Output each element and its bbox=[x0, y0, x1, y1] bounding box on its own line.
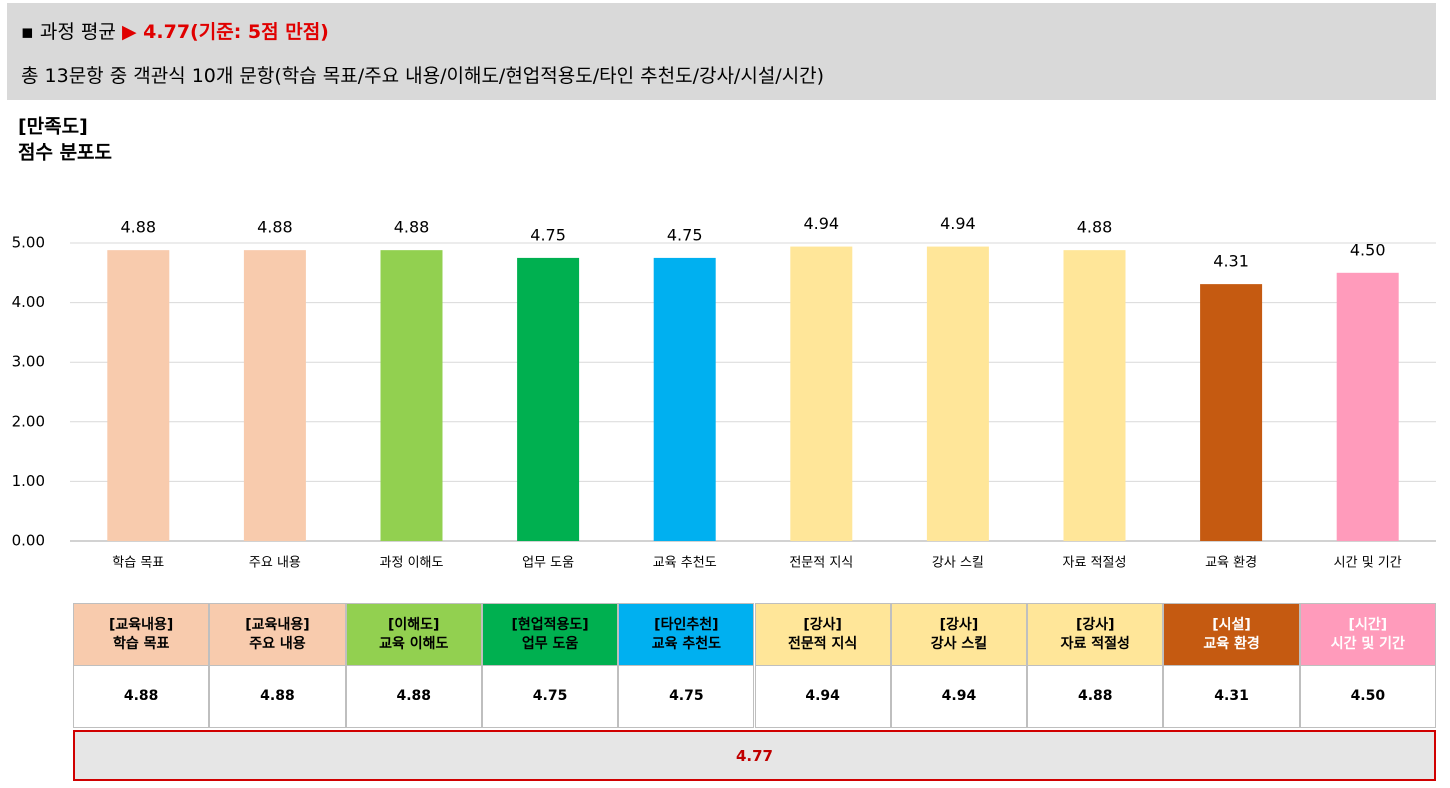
header: ▪ 과정 평균 ▶ 4.77(기준: 5점 만점) 총 13문항 중 객관식 1… bbox=[7, 3, 1436, 100]
table-score-cell: 4.75 bbox=[481, 665, 619, 728]
bar bbox=[243, 250, 306, 542]
bar bbox=[653, 257, 716, 541]
header-line: ▪ 과정 평균 ▶ 4.77(기준: 5점 만점) bbox=[21, 21, 329, 43]
header-group: [시간] bbox=[1348, 616, 1388, 633]
header-group: [현업적용도] bbox=[511, 616, 589, 633]
bar bbox=[107, 250, 170, 542]
table-header-cell: [교육내용] 주요 내용 bbox=[209, 603, 346, 666]
value-label: 4.88 bbox=[1077, 218, 1113, 237]
y-tick-label: 5.00 bbox=[12, 234, 45, 252]
value-label: 4.31 bbox=[1213, 252, 1249, 271]
table-score-cell: 4.75 bbox=[618, 665, 755, 728]
header-group: [이해도] bbox=[388, 616, 440, 633]
bar bbox=[926, 246, 989, 542]
table-score-cell: 4.94 bbox=[890, 665, 1028, 728]
bar bbox=[1200, 284, 1263, 541]
header-group: [강사] bbox=[803, 616, 842, 633]
value-label: 4.94 bbox=[803, 214, 839, 233]
table-score-cell: 4.31 bbox=[1163, 665, 1300, 728]
header-name: 전문적 지식 bbox=[788, 635, 858, 652]
table-header-cell: [강사] 자료 적절성 bbox=[1027, 603, 1164, 666]
value-label: 4.94 bbox=[940, 214, 976, 233]
header-name: 교육 추천도 bbox=[651, 635, 721, 652]
x-tick-label: 강사 스킬 bbox=[932, 556, 984, 571]
chart: [만족도] 점수 분포도 0.00 1.00 2.00 3.00 4.00 5.00 학습 … bbox=[12, 116, 1436, 571]
chart-title: [만족도] bbox=[18, 116, 88, 138]
y-tick-label: 0.00 bbox=[12, 532, 45, 550]
header-name: 업무 도움 bbox=[521, 635, 579, 652]
bar bbox=[517, 257, 580, 541]
y-tick-label: 2.00 bbox=[12, 412, 45, 430]
x-tick-label: 과정 이해도 bbox=[380, 556, 444, 571]
x-tick-label: 교육 추천도 bbox=[653, 556, 717, 571]
header-name: 주요 내용 bbox=[249, 635, 306, 652]
total-score: 4.77 bbox=[73, 730, 1436, 781]
header-name: 학습 목표 bbox=[112, 635, 170, 652]
value-label: 4.88 bbox=[120, 218, 156, 237]
value-label: 4.88 bbox=[394, 218, 430, 237]
table-header-cell: [시설] 교육 환경 bbox=[1163, 603, 1300, 666]
table-header-cell: [교육내용] 학습 목표 bbox=[73, 603, 210, 666]
value-label: 4.75 bbox=[530, 225, 566, 244]
header-group: [강사] bbox=[1075, 616, 1115, 633]
bar bbox=[1063, 250, 1126, 542]
table-header-cell: [시간] 시간 및 기간 bbox=[1299, 603, 1436, 666]
x-tick-label: 전문적 지식 bbox=[789, 556, 853, 571]
table-header-cell: [이해도] 교육 이해도 bbox=[345, 603, 482, 666]
header-group: [타인추천] bbox=[654, 616, 719, 633]
header-name: 강사 스킬 bbox=[930, 635, 988, 652]
header-group: [교육내용] bbox=[108, 616, 174, 633]
header-description: 총 13문항 중 객관식 10개 문항(학습 목표/주요 내용/이해도/현업적용… bbox=[21, 65, 825, 87]
header-name: 교육 이해도 bbox=[379, 635, 449, 652]
header-group: [교육내용] bbox=[245, 616, 310, 633]
y-tick-label: 4.00 bbox=[12, 293, 45, 311]
table-score-cell: 4.88 bbox=[73, 665, 210, 728]
table-score-cell: 4.94 bbox=[754, 665, 891, 728]
table-score-cell: 4.88 bbox=[209, 665, 346, 728]
y-tick-label: 3.00 bbox=[12, 353, 45, 371]
header-group: [강사] bbox=[939, 616, 979, 633]
table-score-cell: 4.50 bbox=[1299, 665, 1436, 728]
bar bbox=[380, 250, 443, 542]
value-label: 4.75 bbox=[667, 225, 703, 244]
x-tick-label: 업무 도움 bbox=[522, 556, 574, 571]
x-tick-label: 주요 내용 bbox=[249, 556, 301, 571]
chart-subtitle: 점수 분포도 bbox=[18, 142, 112, 164]
bar bbox=[1336, 272, 1399, 541]
table-header-cell: [강사] 전문적 지식 bbox=[754, 603, 891, 666]
table-header-cell: [강사] 강사 스킬 bbox=[890, 603, 1028, 666]
table-header-cell: [현업적용도] 업무 도움 bbox=[481, 603, 619, 666]
y-tick-label: 1.00 bbox=[12, 472, 45, 490]
header-name: 시간 및 기간 bbox=[1330, 635, 1405, 652]
header-name: 자료 적절성 bbox=[1060, 635, 1130, 652]
table-score-cell: 4.88 bbox=[345, 665, 482, 728]
header-score: 4.77(기준: 5점 만점) bbox=[143, 21, 329, 43]
value-label: 4.50 bbox=[1350, 240, 1386, 259]
header-name: 교육 환경 bbox=[1203, 635, 1260, 652]
header-group: [시설] bbox=[1212, 616, 1251, 633]
x-tick-label: 자료 적절성 bbox=[1063, 556, 1127, 571]
table-score-cell: 4.88 bbox=[1027, 665, 1164, 728]
x-tick-label: 시간 및 기간 bbox=[1334, 556, 1402, 571]
header-label: 과정 평균 bbox=[39, 21, 116, 43]
value-label: 4.88 bbox=[257, 218, 293, 237]
table-header-cell: [타인추천] 교육 추천도 bbox=[618, 603, 755, 666]
x-tick-label: 학습 목표 bbox=[112, 556, 164, 571]
bar bbox=[790, 246, 853, 542]
x-tick-label: 교육 환경 bbox=[1205, 556, 1257, 571]
